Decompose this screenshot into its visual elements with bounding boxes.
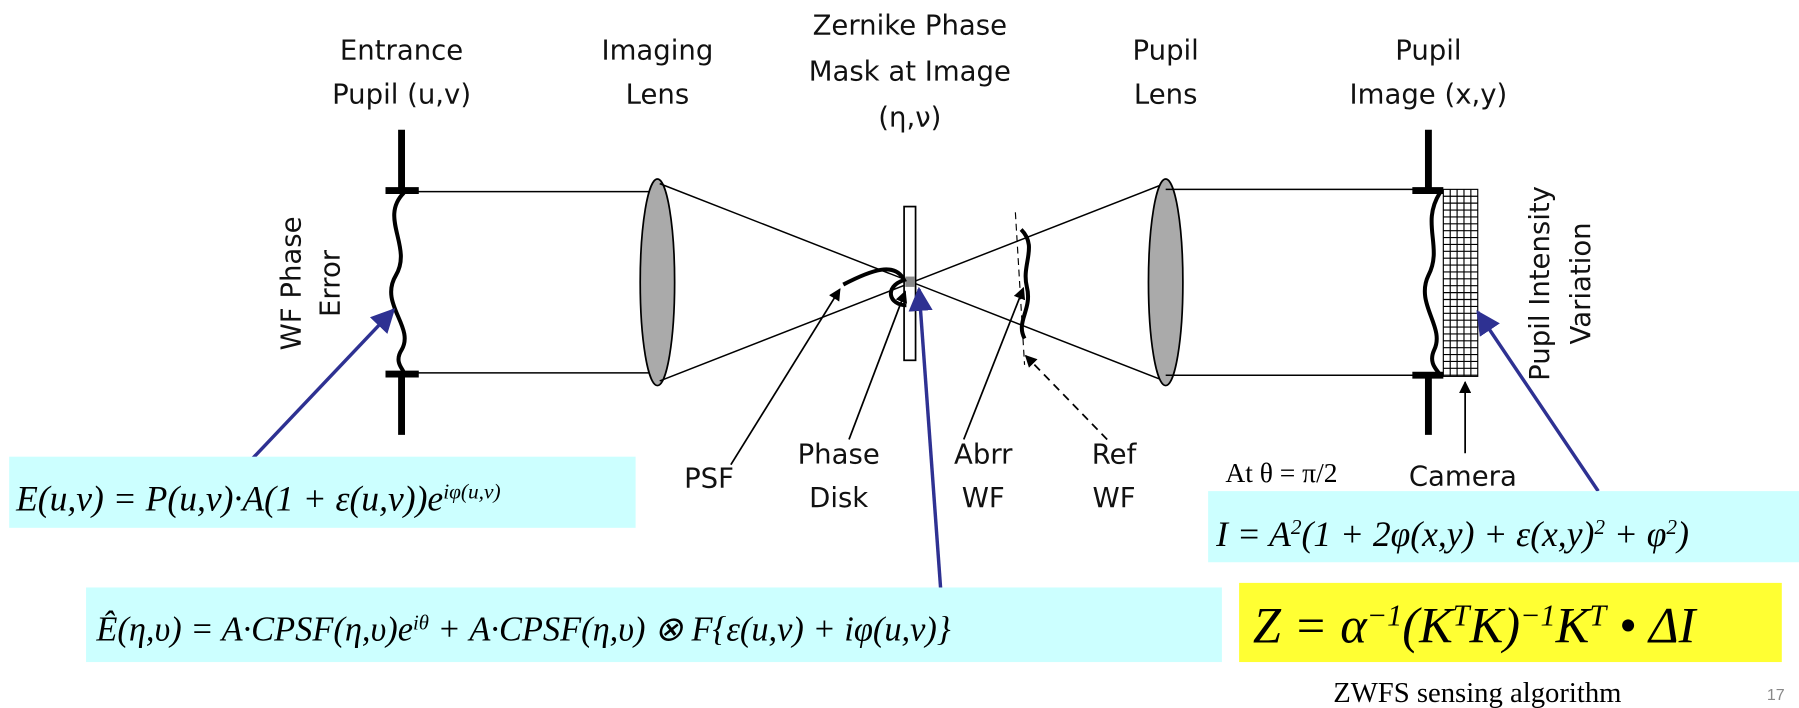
label: Error — [315, 249, 347, 317]
equation-part: ) — [1675, 514, 1689, 554]
arrows — [245, 286, 1600, 592]
label: Phase — [798, 439, 880, 471]
superscript: −1 — [1367, 599, 1403, 633]
label: Lens — [1134, 78, 1198, 110]
label: Pupil — [1133, 35, 1199, 67]
equation-part: I = A — [1215, 514, 1291, 554]
label: Disk — [809, 482, 868, 514]
label: Abrr — [954, 439, 1013, 471]
superscript: T — [1453, 599, 1472, 633]
superscript: iθ — [413, 612, 429, 634]
equation: I = A2(1 + 2φ(x,y) + ε(x,y)2 + φ2) — [1215, 514, 1689, 554]
equation-part: + A·CPSF(η,υ) ⊗ F{ε(u,v) + iφ(u,v)} — [429, 610, 951, 648]
label: WF — [962, 482, 1005, 514]
label: Pupil (u,v) — [332, 78, 471, 110]
equation-part: (K — [1402, 598, 1455, 654]
superscript: T — [1589, 599, 1608, 633]
equation-part: Ê(η,υ) = A·CPSF(η,υ)e — [95, 610, 413, 648]
label: Camera — [1409, 460, 1517, 492]
equation-part: K — [1555, 598, 1592, 654]
label: Ref — [1092, 439, 1138, 471]
condition: At θ = π/2 — [1225, 457, 1337, 488]
page-number: 17 — [1767, 686, 1785, 704]
equation: Z = α−1(KTK)−1KT • ΔI — [1253, 598, 1698, 654]
label: WF — [1093, 482, 1136, 514]
equation: Ê(η,υ) = A·CPSF(η,υ)eiθ + A·CPSF(η,υ) ⊗ … — [95, 610, 950, 648]
label: Image (x,y) — [1350, 78, 1508, 110]
label: PSF — [684, 463, 734, 495]
label: Variation — [1565, 222, 1597, 344]
equation: E(u,v) = P(u,v)·A(1 + ε(u,v))eiφ(u,v) — [15, 479, 501, 519]
superscript: −1 — [1520, 599, 1556, 633]
equation-part: + φ — [1605, 514, 1666, 554]
superscript: 2 — [1666, 515, 1677, 539]
equation-part: E(u,v) = P(u,v)·A(1 + ε(u,v))e — [15, 479, 443, 519]
label: (η,ν) — [878, 101, 941, 133]
label: Zernike Phase — [813, 9, 1007, 41]
label: Imaging — [602, 35, 714, 67]
equation-part: K) — [1469, 598, 1520, 654]
label: Mask at Image — [809, 55, 1011, 87]
labels: Entrance Pupil (u,v) Imaging Lens Zernik… — [276, 9, 1598, 514]
label: Lens — [626, 78, 690, 110]
superscript: 2 — [1291, 515, 1302, 539]
label: Pupil Intensity — [1524, 186, 1556, 381]
equations: E(u,v) = P(u,v)·A(1 + ε(u,v))eiφ(u,v) I =… — [15, 479, 1698, 654]
equation-part: • ΔI — [1606, 598, 1698, 654]
label: Entrance — [340, 35, 463, 67]
optics — [385, 129, 1479, 435]
equation-part: (1 + 2φ(x,y) + ε(x,y) — [1302, 514, 1595, 554]
equation-part: Z = α — [1253, 598, 1368, 654]
superscript: 2 — [1594, 515, 1605, 539]
label: Pupil — [1395, 35, 1461, 67]
equation-boxes — [9, 456, 1799, 663]
superscript: iφ(u,v) — [443, 480, 500, 504]
caption: ZWFS sensing algorithm — [1333, 677, 1621, 708]
camera-grid — [1442, 188, 1479, 377]
label: WF Phase — [276, 216, 308, 350]
